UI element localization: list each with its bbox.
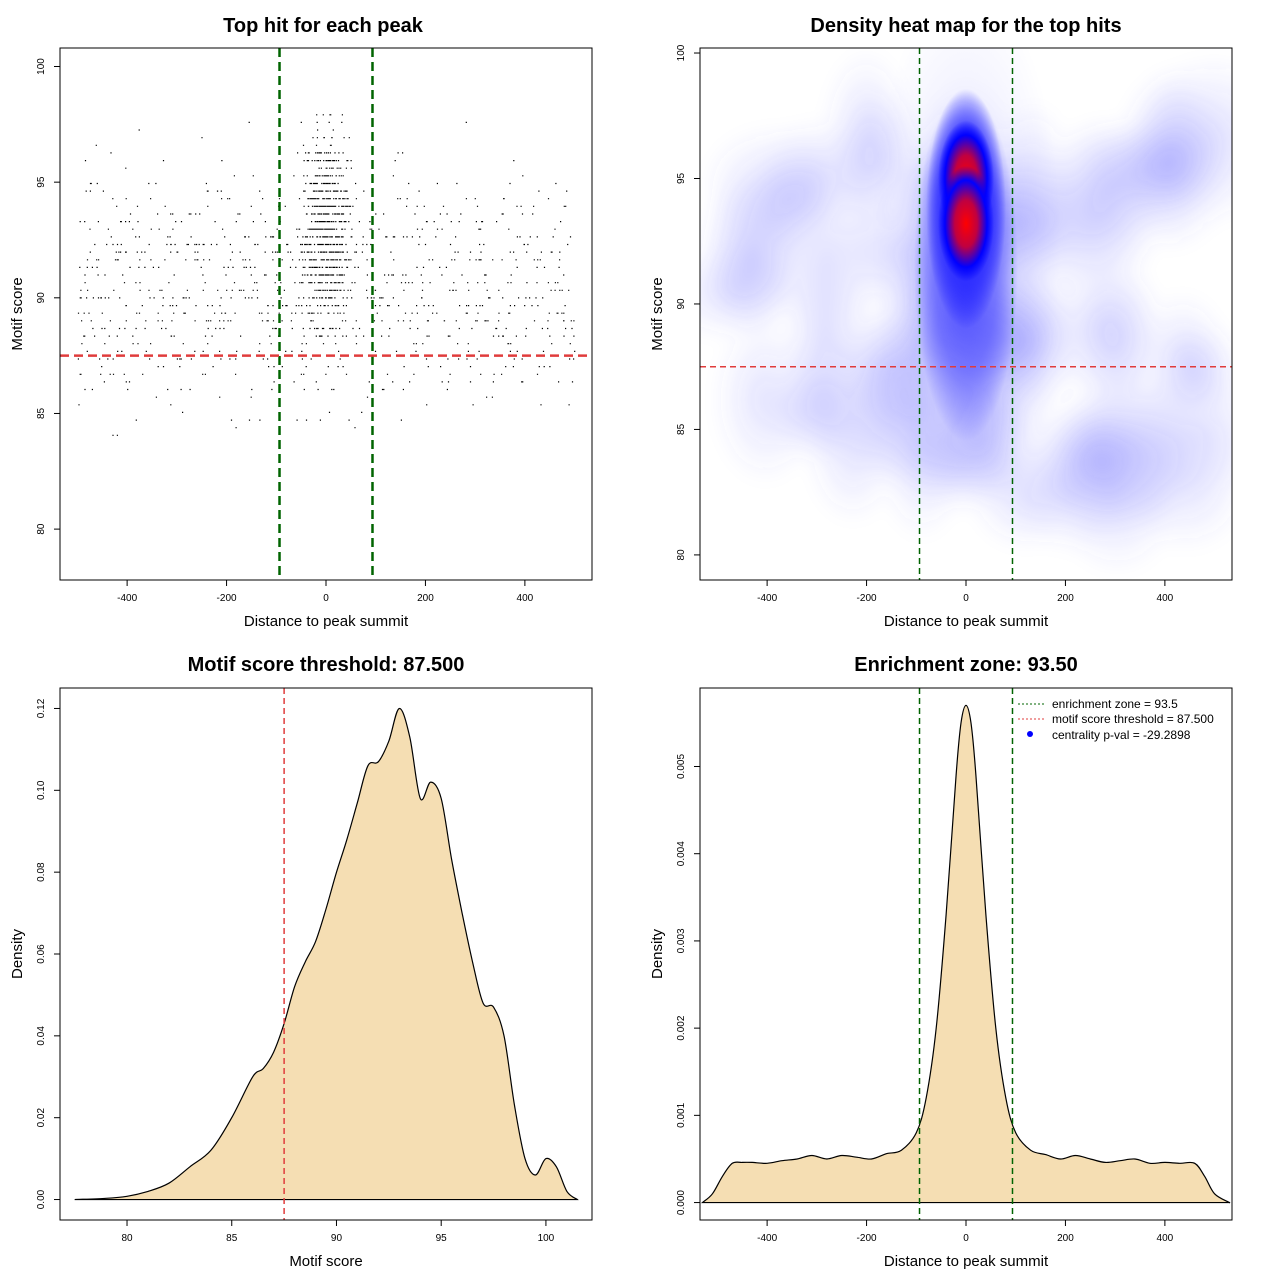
x-tick-label: -200 (217, 593, 237, 604)
enrichment-plot-area (700, 688, 1231, 1220)
x-tick-label: 100 (538, 1233, 555, 1244)
heatmap-title: Density heat map for the top hits (810, 15, 1121, 37)
y-tick-label: 0.04 (36, 1026, 47, 1046)
y-tick-label: 80 (36, 523, 47, 535)
y-tick-label: 0.005 (676, 754, 687, 779)
x-tick-label: 0 (963, 593, 969, 604)
x-tick-label: 0 (963, 1233, 969, 1244)
scatter-point-cloud (77, 114, 576, 436)
heatmap-axis-ticks: -400 -200 0 200 400 80 85 90 95 100 (676, 44, 1174, 604)
x-tick-label: 200 (1057, 1233, 1074, 1244)
x-tick-label: 90 (331, 1233, 343, 1244)
x-tick-label: 200 (1057, 593, 1074, 604)
heatmap-panel: Density heat map for the top hits Distan… (649, 15, 1233, 630)
y-tick-label: 0.00 (36, 1189, 47, 1209)
scatter-plot-box (59, 47, 593, 581)
y-tick-label: 0.003 (676, 928, 687, 953)
x-tick-label: 95 (436, 1233, 448, 1244)
score-density-ylabel: Density (9, 928, 26, 979)
legend-key-pval (1027, 731, 1033, 737)
y-tick-label: 0.004 (676, 841, 687, 866)
heatmap-faint-blob (1114, 68, 1232, 249)
score-density-panel: Motif score threshold: 87.500 Motif scor… (9, 654, 593, 1270)
x-tick-label: 80 (121, 1233, 133, 1244)
score-density-plot-area (74, 688, 579, 1220)
y-tick-label: 0.06 (36, 944, 47, 964)
enrichment-xlabel: Distance to peak summit (884, 1253, 1049, 1270)
y-tick-label: 0.08 (36, 862, 47, 882)
x-tick-label: 85 (226, 1233, 238, 1244)
heatmap-faint-blob (1075, 362, 1193, 529)
x-tick-label: 400 (1157, 1233, 1174, 1244)
y-tick-label: 100 (676, 44, 687, 61)
y-tick-label: 90 (676, 298, 687, 310)
x-tick-label: -400 (117, 593, 137, 604)
y-tick-label: 0.001 (676, 1102, 687, 1127)
scatter-ylabel: Motif score (9, 277, 26, 350)
enrichment-legend: enrichment zone = 93.5 motif score thres… (1018, 697, 1214, 742)
enrichment-title: Enrichment zone: 93.50 (854, 654, 1077, 676)
score-density-title: Motif score threshold: 87.500 (188, 654, 465, 676)
scatter-title: Top hit for each peak (223, 15, 424, 37)
heatmap-density (700, 48, 1232, 580)
y-tick-label: 95 (36, 176, 47, 188)
x-tick-label: -400 (757, 1233, 777, 1244)
legend-label-pval: centrality p-val = -29.2898 (1052, 728, 1191, 742)
score-density-area (74, 707, 579, 1201)
x-tick-label: -200 (857, 593, 877, 604)
heatmap-reference-lines (700, 48, 1232, 580)
y-tick-label: 85 (36, 407, 47, 419)
scatter-axis-ticks: -400 -200 0 200 400 80 85 90 95 100 (36, 58, 534, 604)
y-tick-label: 0.002 (676, 1015, 687, 1040)
legend-label-threshold: motif score threshold = 87.500 (1052, 712, 1214, 726)
enrichment-density-area (700, 704, 1231, 1204)
x-tick-label: 200 (417, 593, 434, 604)
y-tick-label: 0.02 (36, 1108, 47, 1128)
scatter-points (77, 114, 576, 436)
x-tick-label: 400 (1157, 593, 1174, 604)
enrichment-ylabel: Density (649, 928, 666, 979)
heatmap-ylabel: Motif score (649, 277, 666, 350)
enrichment-zone-lines (918, 688, 1014, 1220)
y-tick-label: 90 (36, 292, 47, 304)
scatter-reference-lines (60, 48, 592, 580)
y-tick-label: 0.10 (36, 780, 47, 800)
y-tick-label: 85 (676, 423, 687, 435)
heatmap-faint-blob (754, 165, 901, 341)
y-tick-label: 95 (676, 172, 687, 184)
heatmap-hotspot (938, 165, 994, 282)
score-density-xlabel: Motif score (289, 1253, 362, 1270)
x-tick-label: -400 (757, 593, 777, 604)
x-tick-label: 0 (323, 593, 329, 604)
heatmap-hot-core (871, 48, 1061, 502)
y-tick-label: 0.000 (676, 1190, 687, 1215)
enrichment-axis-ticks: -400 -200 0 200 400 0.000 0.001 0.002 0.003 0.004… (676, 754, 1174, 1244)
score-density-axis-ticks: 80 85 90 95 100 0.00 0.02 0.04 0.06 0.08 0.10 0.12 (36, 698, 555, 1244)
y-tick-label: 0.12 (36, 698, 47, 718)
enrichment-panel: Enrichment zone: 93.50 Distance to peak … (649, 654, 1233, 1270)
heatmap-faint-blob (1157, 324, 1232, 415)
y-tick-label: 80 (676, 549, 687, 561)
scatter-panel: Top hit for each peak Distance to peak s… (9, 15, 593, 630)
legend-label-enrichment-zone: enrichment zone = 93.5 (1052, 697, 1178, 711)
x-tick-label: -200 (857, 1233, 877, 1244)
heatmap-xlabel: Distance to peak summit (884, 613, 1049, 630)
scatter-xlabel: Distance to peak summit (244, 613, 409, 630)
x-tick-label: 400 (517, 593, 534, 604)
y-tick-label: 100 (36, 58, 47, 75)
